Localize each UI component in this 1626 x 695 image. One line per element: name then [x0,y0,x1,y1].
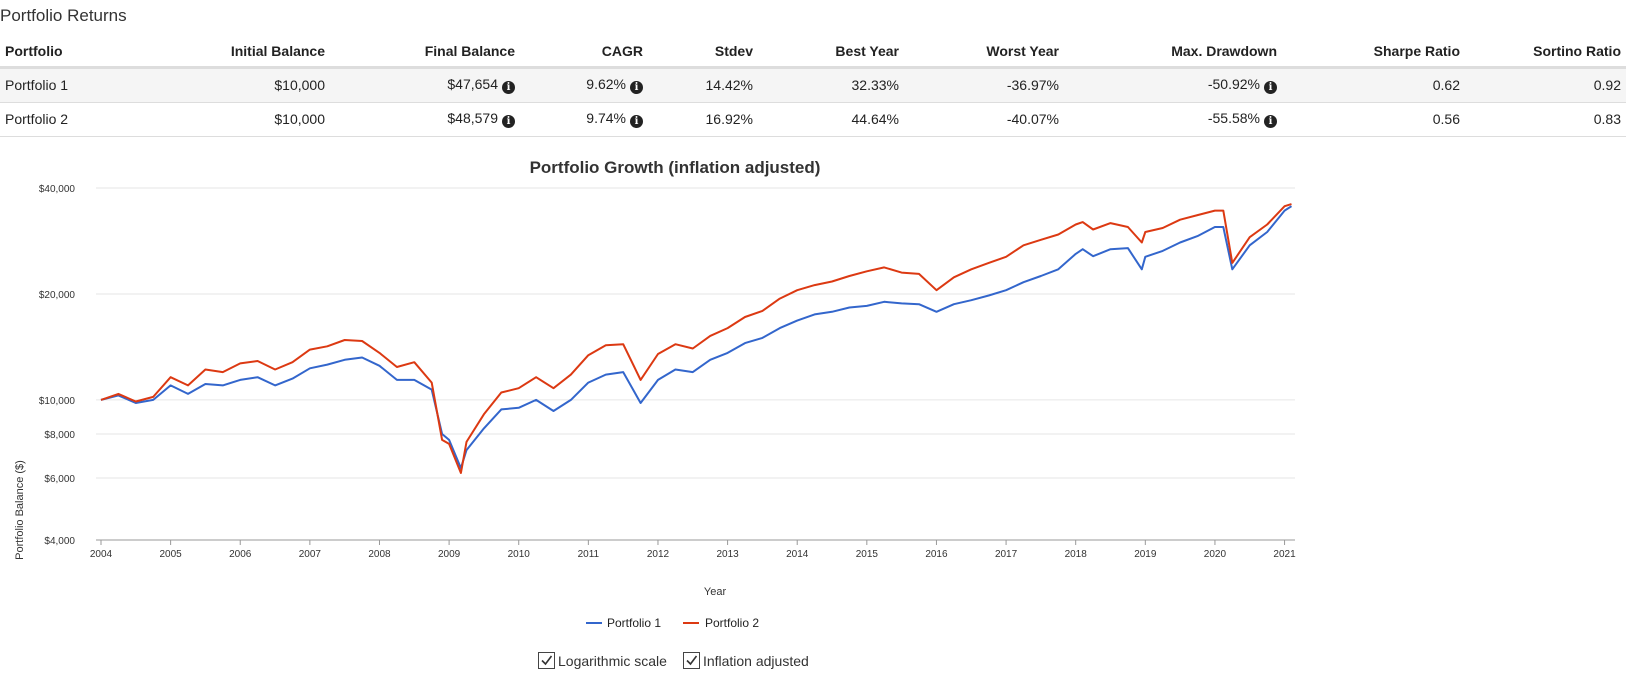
cell-final: $48,579 i [330,102,520,137]
inflation-adjusted-checkbox[interactable]: Inflation adjusted [682,652,809,669]
x-tick-label: 2005 [159,549,182,560]
portfolio-growth-chart: Portfolio Growth (inflation adjusted) $4… [14,158,1296,630]
col-portfolio: Portfolio [0,38,190,69]
x-tick-label: 2012 [647,549,670,560]
y-axis-ticks: $4,000 $6,000 $8,000 $10,000 $20,000 $40,000 [39,184,76,547]
info-circle-icon[interactable]: i [630,115,643,128]
portfolio-returns-table: Portfolio Initial Balance Final Balance … [0,38,1626,137]
col-worst-year: Worst Year [904,38,1064,69]
y-tick-label: $40,000 [39,184,76,195]
col-best-year: Best Year [758,38,904,69]
x-tick-label: 2014 [786,549,809,560]
section-title: Portfolio Returns [0,6,127,25]
x-tick-label: 2020 [1204,549,1227,560]
y-tick-label: $4,000 [44,536,75,547]
cell-sortino: 0.83 [1465,102,1626,137]
x-tick-label: 2011 [578,549,600,560]
x-axis-ticks: 2004 2005 2006 2007 2008 2009 2010 2011 2012 2013… [90,540,1296,560]
info-circle-icon[interactable]: i [502,81,515,94]
cell-portfolio: Portfolio 2 [0,102,190,137]
info-circle-icon[interactable]: i [502,115,515,128]
series-line-portfolio-1[interactable] [100,205,1293,470]
log-scale-label: Logarithmic scale [558,652,667,669]
checkbox-checked-icon[interactable] [538,652,555,669]
cell-stdev: 14.42% [648,67,758,103]
col-stdev: Stdev [648,38,758,69]
log-scale-checkbox[interactable]: Logarithmic scale [538,652,667,669]
x-tick-label: 2013 [716,549,739,560]
table-header-row: Portfolio Initial Balance Final Balance … [0,38,1626,69]
legend-label-portfolio-2[interactable]: Portfolio 2 [705,616,759,630]
info-circle-icon[interactable]: i [630,81,643,94]
legend-label-portfolio-1[interactable]: Portfolio 1 [607,616,661,630]
y-tick-label: $6,000 [44,474,75,485]
x-tick-label: 2007 [299,549,322,560]
cell-maxdd: -50.92% i [1064,67,1282,103]
inflation-adjusted-label: Inflation adjusted [702,652,809,669]
table-row: Portfolio 1 $10,000 $47,654 i 9.62% i 14.4… [0,67,1626,103]
info-circle-icon[interactable]: i [1264,115,1277,128]
col-final-balance: Final Balance [330,38,520,69]
col-max-drawdown: Max. Drawdown [1064,38,1282,69]
cell-worst: -40.07% [904,102,1064,137]
series-line-portfolio-2[interactable] [100,203,1292,474]
x-tick-label: 2015 [856,549,879,560]
cell-initial: $10,000 [190,67,330,103]
cell-cagr: 9.62% i [520,67,648,103]
cell-cagr: 9.74% i [520,102,648,137]
cell-portfolio: Portfolio 1 [0,67,190,103]
y-axis-label: Portfolio Balance ($) [14,460,26,560]
x-tick-label: 2004 [90,549,113,560]
cell-initial: $10,000 [190,102,330,137]
chart-gridlines [96,187,1295,541]
cell-sharpe: 0.56 [1282,102,1465,137]
y-tick-label: $20,000 [39,290,76,301]
info-circle-icon[interactable]: i [1264,81,1277,94]
col-sortino-ratio: Sortino Ratio [1465,38,1626,69]
cell-stdev: 16.92% [648,102,758,137]
y-tick-label: $10,000 [39,396,76,407]
cell-worst: -36.97% [904,67,1064,103]
col-sharpe-ratio: Sharpe Ratio [1282,38,1465,69]
x-tick-label: 2016 [925,549,948,560]
table-row: Portfolio 2 $10,000 $48,579 i 9.74% i 16.9… [0,102,1626,137]
y-tick-label: $8,000 [44,430,75,441]
x-tick-label: 2006 [229,549,252,560]
x-tick-label: 2010 [508,549,531,560]
x-tick-label: 2018 [1065,549,1088,560]
x-tick-label: 2021 [1273,549,1296,560]
col-initial-balance: Initial Balance [190,38,330,69]
chart-series [100,203,1293,474]
cell-sortino: 0.92 [1465,67,1626,103]
x-tick-label: 2017 [995,549,1018,560]
x-axis-label: Year [704,586,727,598]
x-tick-label: 2009 [438,549,461,560]
cell-best: 44.64% [758,102,904,137]
checkbox-checked-icon[interactable] [682,652,700,669]
cell-final: $47,654 i [330,67,520,103]
cell-sharpe: 0.62 [1282,67,1465,103]
chart-title: Portfolio Growth (inflation adjusted) [530,158,821,177]
col-cagr: CAGR [520,38,648,69]
cell-best: 32.33% [758,67,904,103]
cell-maxdd: -55.58% i [1064,102,1282,137]
chart-legend: Portfolio 1 Portfolio 2 [586,616,759,630]
chart-options: Logarithmic scale Inflation adjusted [538,652,809,669]
x-tick-label: 2019 [1134,549,1157,560]
x-tick-label: 2008 [368,549,391,560]
